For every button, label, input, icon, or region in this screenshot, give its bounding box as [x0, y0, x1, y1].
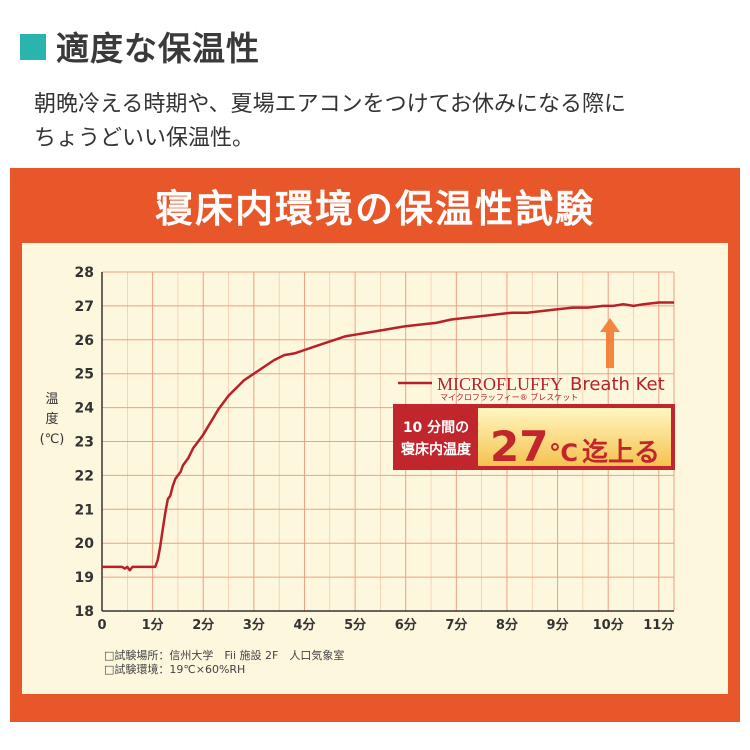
x-tick-label: 0 — [97, 618, 106, 633]
x-tick-label: 6分 — [395, 617, 417, 633]
y-tick-label: 21 — [75, 502, 94, 518]
x-tick-label: 5分 — [344, 617, 366, 633]
tick-labels: 0 1分 2分 3分 4分 5分 6分 7分 8分 9分 10分 11分 18 19 20 21 22 23 24 2… — [75, 265, 675, 633]
callout-label-1: 10 分間の — [403, 420, 469, 436]
callout-value: 27 — [490, 422, 548, 471]
x-tick-label: 11分 — [643, 617, 674, 633]
y-tick-label: 19 — [75, 570, 94, 586]
ylabel-part-3: (℃) — [40, 432, 65, 447]
x-tick-label: 9分 — [547, 617, 569, 633]
x-tick-label: 10分 — [593, 617, 624, 633]
x-tick-label: 1分 — [142, 617, 164, 633]
description-line-2: ちょうどいい保温性。 — [34, 126, 255, 151]
y-tick-label: 22 — [75, 468, 94, 484]
legend: MICROFLUFFY Breath Ket マイクロフラッフィー® ブレスケッ… — [398, 374, 665, 402]
y-tick-label: 27 — [75, 299, 94, 315]
x-tick-label: 8分 — [496, 617, 518, 633]
series-line — [102, 301, 674, 572]
panel-heading: 寝床内環境の保温性試験 — [154, 187, 595, 231]
y-tick-label: 24 — [75, 401, 95, 417]
x-tick-label: 3分 — [243, 617, 265, 633]
note-test-environment: □試験環境：19℃×60%RH — [104, 662, 245, 676]
ylabel-part-1: 温 — [45, 392, 58, 407]
y-tick-label: 23 — [75, 435, 94, 451]
section-title: 適度な保温性 — [56, 29, 260, 68]
legend-product-main: MICROFLUFFY — [437, 374, 563, 394]
callout-unit: ℃ — [549, 439, 578, 467]
y-tick-label: 28 — [75, 265, 94, 281]
callout-badge: 10 分間の 寝床内温度 27 ℃ 迄上る — [393, 404, 675, 471]
description-line-1: 朝晩冷える時期や、夏場エアコンをつけてお休みになる際に — [34, 92, 627, 117]
callout-suffix: 迄上る — [582, 438, 660, 468]
y-tick-label: 20 — [75, 536, 95, 552]
ylabel-part-2: 度 — [45, 411, 58, 427]
legend-product-kana: マイクロフラッフィー® ブレスケット — [440, 392, 578, 402]
x-tick-label: 7分 — [445, 617, 467, 633]
callout-highlight — [478, 408, 671, 466]
note-test-location: □試験場所：信州大学 Fii 施設 2F 人口気象室 — [104, 648, 344, 662]
x-tick-label: 4分 — [293, 617, 315, 633]
legend-product-sub: Breath Ket — [570, 374, 665, 395]
y-tick-label: 26 — [75, 333, 94, 349]
x-tick-label: 2分 — [192, 617, 214, 633]
y-tick-label: 18 — [75, 604, 94, 620]
section-marker — [20, 34, 46, 60]
y-tick-label: 25 — [75, 367, 94, 383]
callout-label-2: 寝床内温度 — [401, 441, 472, 458]
test-panel: 寝床内環境の保温性試験 — [10, 168, 740, 722]
callout-arrow-icon — [600, 318, 620, 368]
